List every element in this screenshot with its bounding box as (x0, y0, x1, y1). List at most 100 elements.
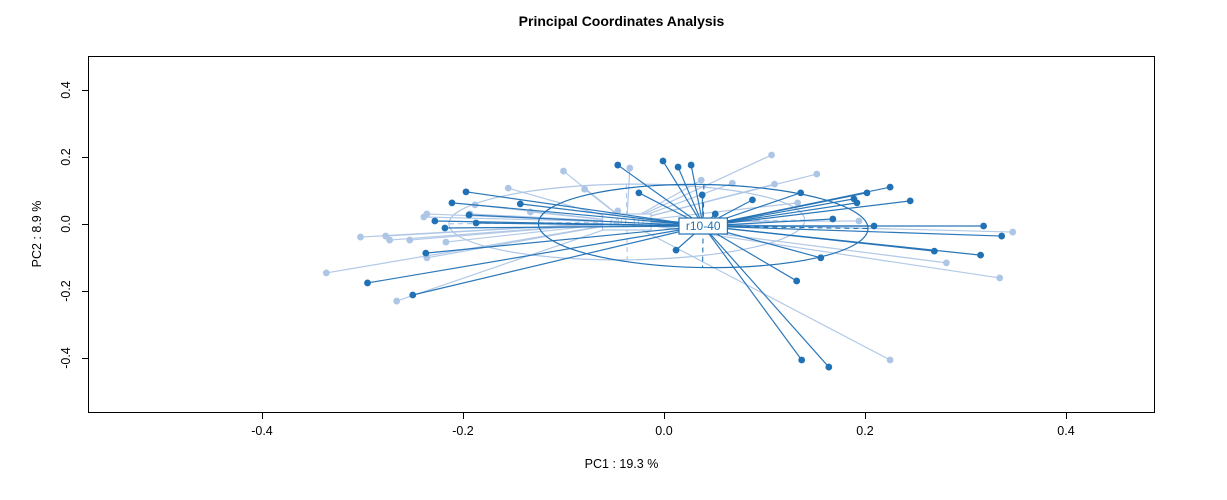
spider-line (626, 168, 631, 223)
sample-point (364, 279, 371, 287)
sample-point (406, 236, 414, 244)
spider-line (425, 225, 704, 254)
spider-line (703, 186, 891, 227)
sample-point (855, 217, 863, 225)
spider-line (444, 225, 704, 229)
spider-line (465, 191, 704, 227)
group-label-text: r10-40 (686, 219, 721, 233)
sample-point (853, 199, 861, 207)
x-tick-label: -0.4 (251, 424, 273, 438)
sample-point (977, 251, 984, 259)
spider-line (626, 221, 947, 264)
sample-point (711, 210, 719, 218)
spider-line (626, 221, 891, 361)
sample-point (829, 215, 837, 223)
y-tick-mark (82, 89, 88, 91)
sample-point (825, 363, 833, 371)
y-tick-mark (82, 290, 88, 292)
sample-point (422, 249, 430, 257)
sample-point (943, 259, 950, 267)
group-r10-40: r10-40 (364, 157, 1006, 371)
sample-point (687, 161, 695, 169)
spider-line (326, 221, 627, 274)
x-tick-mark (864, 413, 866, 419)
sample-point (560, 167, 567, 175)
y-tick-label: 0.4 (59, 81, 73, 99)
spider-line (617, 164, 704, 227)
sample-point (614, 161, 622, 169)
sample-point (870, 222, 878, 230)
spider-line (396, 221, 628, 302)
sample-point (448, 199, 456, 207)
sample-point (659, 157, 667, 165)
y-tick-label: -0.4 (59, 347, 73, 369)
y-tick-label: 0.0 (59, 215, 73, 233)
y-tick-mark (82, 223, 88, 225)
y-tick-mark (82, 357, 88, 359)
sample-point (771, 180, 778, 188)
sample-point (431, 217, 439, 225)
spider-line (662, 160, 704, 227)
spider-line (703, 200, 911, 227)
spider-line (702, 225, 830, 368)
sample-point (462, 188, 470, 196)
sample-point (626, 164, 634, 172)
sample-point (980, 222, 987, 230)
spider-line (626, 154, 772, 223)
x-tick-label: 0.0 (655, 424, 673, 438)
sample-point (886, 183, 894, 191)
y-tick-label: 0.2 (59, 148, 73, 166)
spider-line (690, 164, 704, 227)
sample-point (998, 232, 1006, 240)
x-axis-label: PC1 : 19.3 % (584, 457, 659, 471)
sample-point (442, 238, 450, 246)
x-tick-label: -0.2 (452, 424, 474, 438)
spider-line (702, 225, 797, 282)
sample-point (817, 254, 825, 262)
sample-point (1009, 228, 1017, 236)
y-axis-label: PC2 : 8.9 % (30, 200, 44, 268)
sample-point (863, 189, 871, 197)
sample-point (441, 224, 449, 232)
y-tick-mark (82, 156, 88, 158)
sample-point (465, 211, 473, 219)
sample-point (697, 176, 705, 184)
sample-point (794, 199, 802, 207)
sample-point (906, 197, 914, 205)
sample-point (614, 207, 622, 215)
group-ellipse (537, 183, 869, 269)
chart-title: Principal Coordinates Analysis (518, 13, 725, 29)
x-tick-mark (663, 413, 665, 419)
sample-point (504, 184, 512, 192)
sample-point (674, 163, 682, 171)
sample-point (516, 200, 524, 208)
sample-point (357, 233, 364, 241)
x-tick-label: 0.2 (856, 424, 874, 438)
x-tick-mark (462, 413, 464, 419)
x-tick-label: 0.4 (1057, 424, 1075, 438)
spider-line (367, 225, 704, 284)
spider-line (703, 225, 1002, 237)
sample-point (420, 213, 428, 221)
spider-line (626, 173, 817, 223)
sample-point (768, 151, 775, 159)
spider-line (451, 202, 704, 227)
sample-point (581, 185, 589, 193)
sample-point (322, 269, 330, 277)
plot-canvas: r40-10r10-40 (322, 151, 1017, 371)
ellipse-minor-axis (701, 184, 705, 268)
sample-point (797, 189, 805, 197)
sample-point (472, 219, 480, 227)
sample-point (996, 274, 1004, 282)
sample-point (386, 236, 394, 244)
spider-line (445, 221, 627, 243)
sample-point (813, 170, 821, 178)
sample-point (409, 291, 417, 299)
sample-point (793, 277, 801, 285)
sample-point (749, 196, 756, 204)
x-tick-mark (261, 413, 263, 419)
sample-point (930, 247, 938, 255)
sample-point (886, 356, 894, 364)
sample-point (698, 191, 706, 199)
